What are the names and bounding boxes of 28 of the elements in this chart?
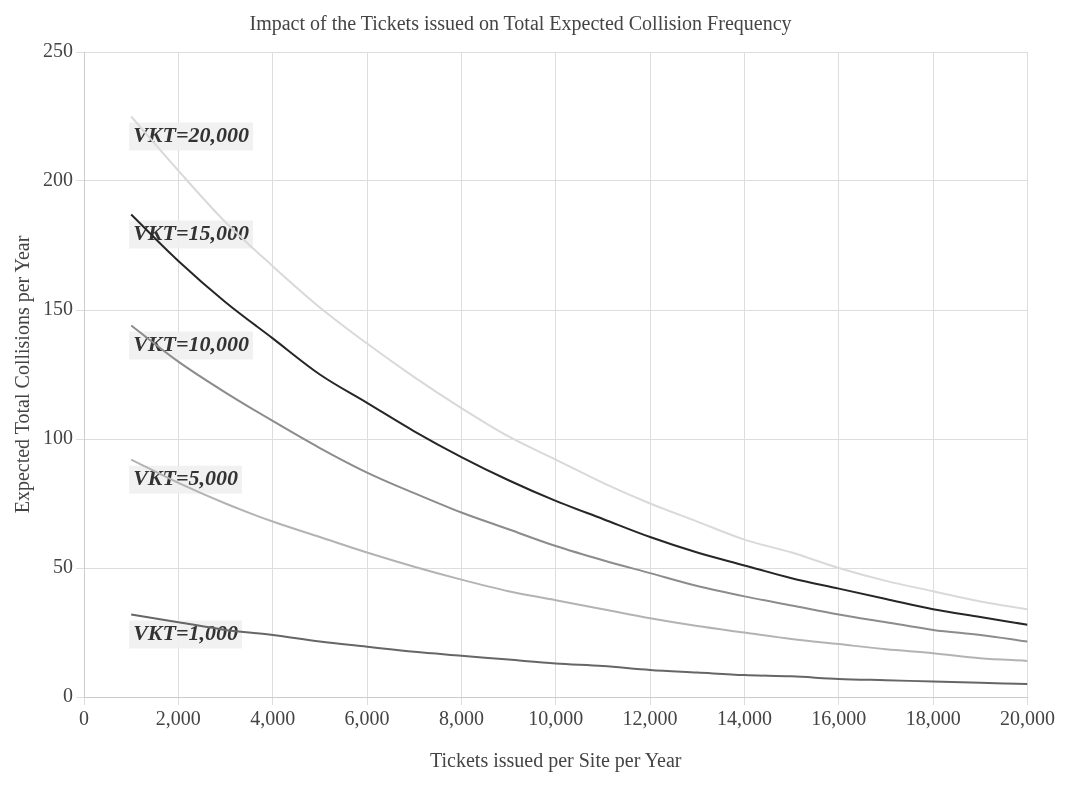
- series-label: VKT=10,000: [133, 331, 249, 357]
- x-tick-label: 12,000: [622, 707, 678, 730]
- x-tick-label: 18,000: [905, 707, 961, 730]
- x-tick-label: 20,000: [1000, 707, 1055, 730]
- chart-title: Impact of the Tickets issued on Total Expected Collision Frequency: [249, 12, 792, 36]
- y-axis-title: Expected Total Collisions per Year: [11, 235, 35, 514]
- series-label: VKT=5,000: [133, 465, 238, 491]
- line-series: [130, 458, 1028, 662]
- x-axis-title: Tickets issued per Site per Year: [430, 749, 682, 773]
- y-tick-label: 250: [43, 39, 73, 62]
- x-tick-label: 0: [79, 707, 89, 730]
- x-tick-label: 8,000: [438, 707, 484, 730]
- y-tick-label: 200: [43, 168, 73, 191]
- x-tick-label: 14,000: [716, 707, 772, 730]
- y-tick-label: 100: [43, 426, 73, 449]
- line-series: [130, 613, 1028, 686]
- x-tick-label: 16,000: [811, 707, 867, 730]
- y-tick-label: 50: [53, 555, 73, 578]
- y-tick-label: 0: [63, 684, 73, 707]
- y-tick-label: 150: [43, 297, 73, 320]
- x-tick-label: 6,000: [344, 707, 390, 730]
- x-tick-label: 2,000: [155, 707, 201, 730]
- x-tick-label: 10,000: [528, 707, 584, 730]
- series-label: VKT=20,000: [133, 122, 249, 148]
- line-series: [130, 213, 1028, 626]
- series-label: VKT=1,000: [133, 620, 238, 646]
- line-series: [130, 324, 1028, 643]
- x-tick-label: 4,000: [250, 707, 296, 730]
